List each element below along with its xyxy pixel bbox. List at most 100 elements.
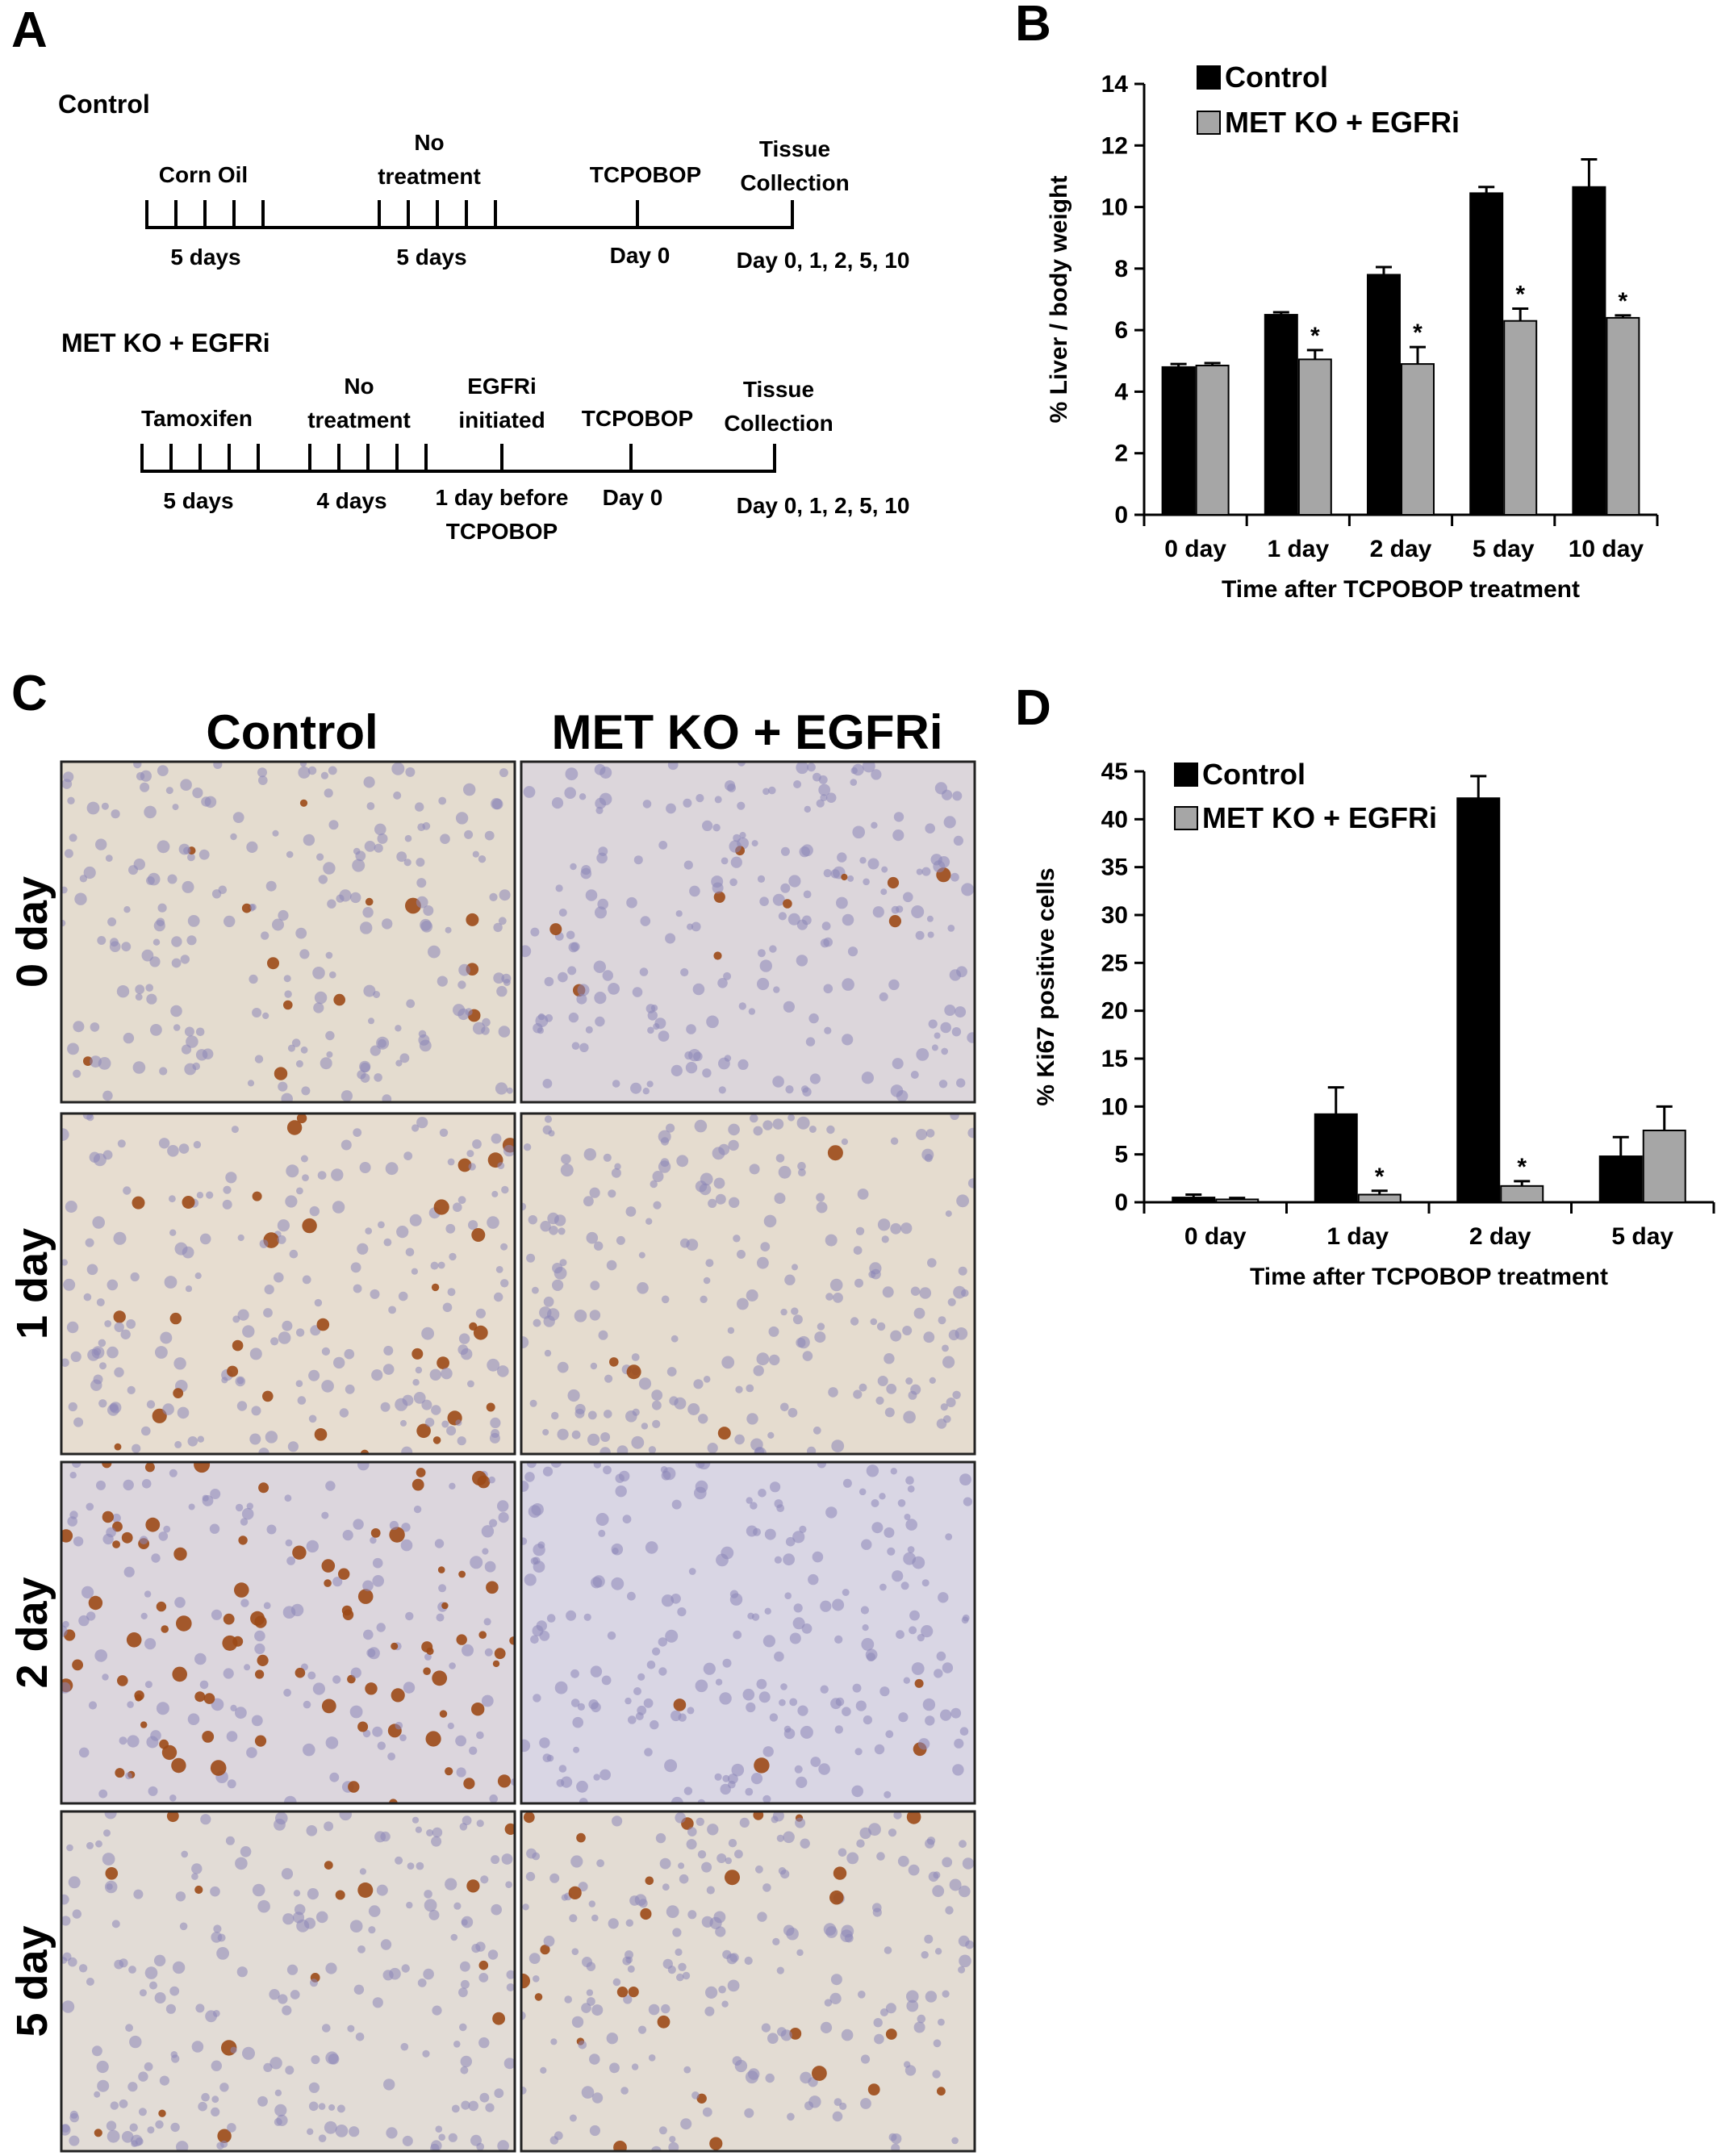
nucleus — [484, 1648, 493, 1657]
ki67-positive-nucleus — [492, 1660, 500, 1668]
nucleus — [188, 1503, 195, 1510]
nucleus — [65, 1201, 77, 1213]
nucleus — [127, 1701, 134, 1708]
nucleus — [916, 1129, 928, 1140]
nucleus — [905, 1476, 914, 1485]
nucleus — [241, 1507, 254, 1520]
nucleus — [249, 974, 258, 984]
nucleus — [61, 1916, 71, 1926]
nucleus — [868, 1271, 876, 1278]
timeline-event-duration: 4 days — [316, 488, 386, 513]
ki67-positive-nucleus — [302, 1218, 317, 1234]
nucleus — [478, 2037, 490, 2049]
tissue-background — [61, 762, 515, 1102]
nucleus — [127, 1385, 136, 1394]
nucleus — [498, 1026, 511, 1038]
nucleus — [140, 782, 150, 792]
nucleus — [192, 788, 203, 799]
nucleus — [417, 1978, 427, 1987]
nucleus — [680, 2118, 692, 2130]
nucleus — [940, 1709, 952, 1721]
nucleus — [866, 1464, 879, 1477]
nucleus — [644, 1748, 653, 1757]
nucleus — [187, 853, 195, 862]
nucleus — [655, 1832, 666, 1844]
nucleus — [759, 959, 772, 972]
nucleus — [211, 889, 222, 899]
nucleus — [783, 1728, 796, 1740]
nucleus — [291, 1038, 301, 1047]
nucleus — [768, 1326, 779, 1337]
micrograph-frame — [60, 760, 516, 1104]
nucleus — [959, 1885, 971, 1898]
nucleus — [884, 1527, 895, 1538]
nucleus — [609, 2062, 620, 2074]
nucleus — [734, 1849, 743, 1859]
nucleus — [270, 1337, 279, 1346]
nucleus — [318, 2134, 327, 2142]
nucleus — [179, 1922, 188, 1931]
significance-star: * — [1517, 1154, 1527, 1180]
nucleus — [135, 984, 145, 995]
nucleus — [776, 1504, 785, 1512]
nucleus — [640, 916, 651, 926]
nucleus — [498, 917, 507, 925]
nucleus — [113, 1231, 127, 1245]
ki67-positive-nucleus — [252, 1191, 262, 1201]
nucleus — [729, 1593, 743, 1606]
nucleus — [825, 1234, 838, 1247]
nucleus — [462, 1644, 474, 1657]
nucleus — [820, 2021, 833, 2033]
nucleus — [286, 850, 294, 859]
nucleus — [264, 1285, 274, 1295]
ki67-positive-nucleus — [827, 1145, 843, 1161]
significance-star: * — [1619, 288, 1628, 315]
nucleus — [285, 2066, 295, 2075]
nucleus — [868, 1823, 881, 1836]
nucleus — [906, 1990, 919, 2003]
nucleus — [853, 1389, 863, 1399]
nucleus — [666, 1905, 679, 1919]
nucleus — [953, 835, 963, 846]
legend-label: Control — [1225, 61, 1328, 94]
nucleus — [871, 821, 878, 829]
ki67-positive-nucleus — [458, 1570, 466, 1578]
y-tick-label: 0 — [1114, 502, 1128, 529]
nucleus — [787, 913, 800, 925]
nucleus — [139, 1989, 147, 1997]
nucleus — [921, 1951, 929, 1959]
nucleus — [79, 875, 88, 883]
tissue-background — [521, 1462, 975, 1803]
nucleus — [366, 802, 375, 810]
nucleus — [147, 872, 161, 886]
nucleus — [405, 767, 416, 777]
tissue-background — [521, 762, 975, 1102]
ki67-positive-nucleus — [61, 1529, 73, 1543]
timeline-event-label: treatment — [378, 164, 481, 189]
nucleus — [339, 889, 352, 902]
bar-control-3 — [1469, 192, 1504, 516]
nucleus — [420, 921, 433, 933]
micrograph-0-1 — [521, 762, 975, 1102]
nucleus — [407, 1862, 415, 1870]
nucleus — [144, 805, 157, 819]
nucleus — [331, 1168, 344, 1181]
nucleus — [160, 1331, 173, 1344]
nucleus — [400, 1419, 407, 1427]
nucleus — [303, 1917, 316, 1929]
nucleus — [363, 1629, 374, 1640]
nucleus — [462, 1815, 472, 1826]
nucleus — [723, 971, 732, 980]
nucleus — [153, 920, 165, 932]
nucleus — [296, 1187, 303, 1195]
nucleus — [839, 2102, 847, 2110]
nucleus — [662, 1883, 670, 1891]
nucleus — [859, 1827, 871, 1840]
ki67-positive-nucleus — [888, 915, 901, 928]
micrograph-frame — [520, 1460, 976, 1805]
nucleus — [236, 1966, 248, 1978]
nucleus — [286, 1964, 299, 1975]
nucleus — [625, 1206, 637, 1217]
timeline-event-duration: TCPOBOP — [446, 519, 558, 544]
